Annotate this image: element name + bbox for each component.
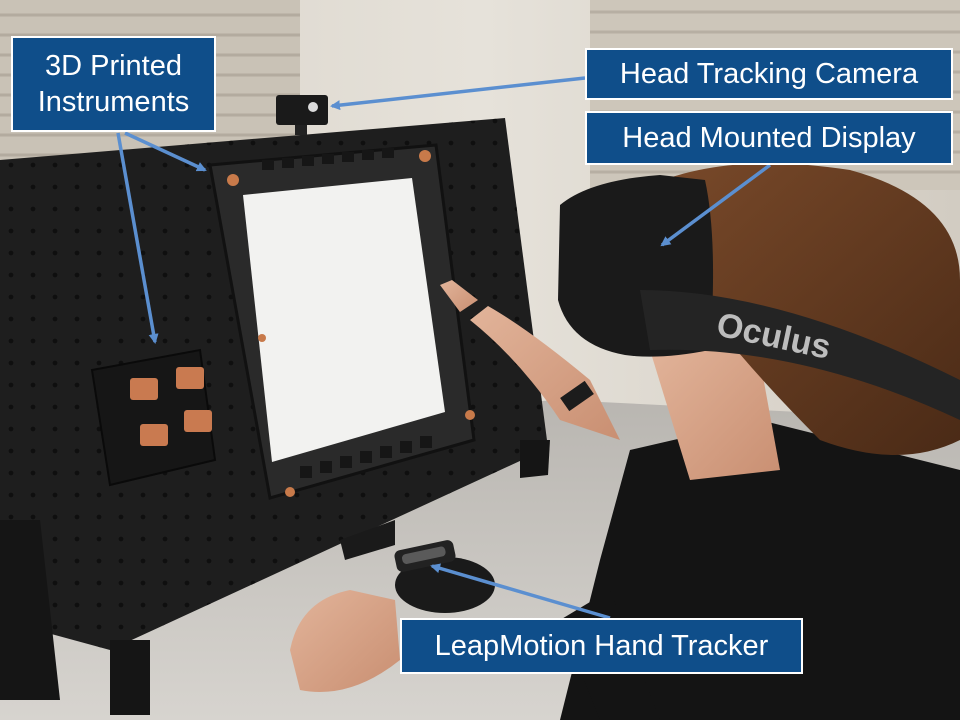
arrows (116, 76, 772, 620)
callout-head-tracking-camera: Head Tracking Camera (585, 48, 953, 100)
callout-head-mounted-display: Head Mounted Display (585, 111, 953, 165)
callout-3d-printed-instruments: 3D Printed Instruments (11, 36, 216, 132)
arrow-instruments-b (124, 131, 207, 172)
arrow-hmd (660, 163, 772, 247)
mfd-frame (208, 143, 476, 500)
button-cluster (90, 348, 217, 487)
leap-motion (340, 520, 495, 613)
arrow-leap (430, 563, 611, 620)
tracking-camera (276, 95, 328, 135)
person: Oculus (290, 163, 960, 720)
arrow-instruments-a (116, 132, 159, 344)
callout-leapmotion-hand-tracker: LeapMotion Hand Tracker (400, 618, 803, 674)
arrow-camera (330, 76, 586, 111)
